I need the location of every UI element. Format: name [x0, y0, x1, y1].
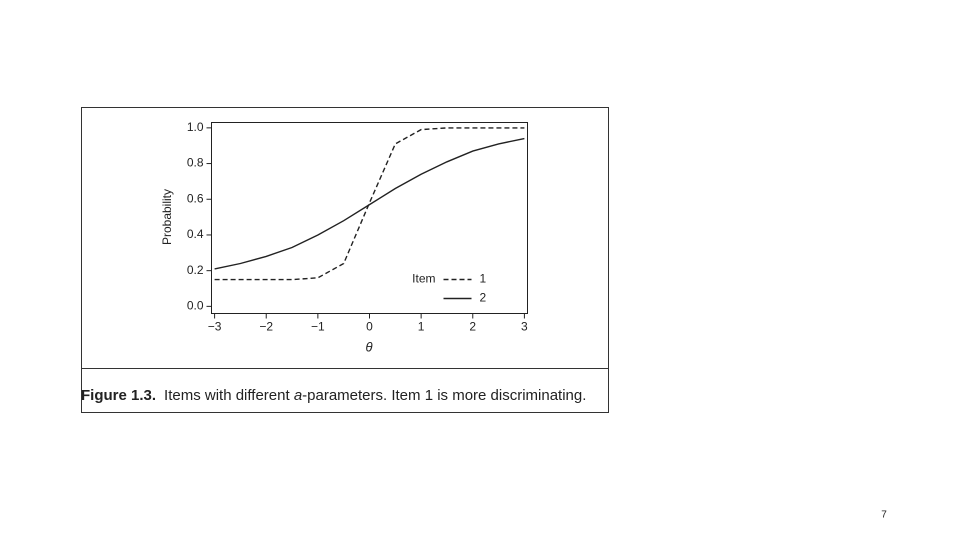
x-tick-label: 2 [469, 320, 476, 334]
caption-text: Items with different [164, 387, 294, 404]
caption-text: -parameters. Item 1 is more discriminati… [302, 387, 586, 404]
y-tick-label: 0.0 [187, 299, 204, 313]
x-tick-label: −1 [311, 320, 325, 334]
legend-label: 1 [480, 272, 487, 286]
legend-label: 2 [480, 291, 487, 305]
x-tick-label: −3 [208, 320, 222, 334]
x-tick-label: 1 [418, 320, 425, 334]
y-tick-label: 1.0 [187, 120, 204, 134]
series-line [214, 137, 525, 270]
legend-title: Item [412, 272, 435, 286]
x-tick-label: 0 [366, 320, 373, 334]
y-tick-label: 0.2 [187, 263, 204, 277]
caption-italic: a [294, 387, 302, 404]
figure-caption: Figure 1.3. Items with different a-parame… [81, 387, 586, 404]
y-tick-label: 0.4 [187, 227, 204, 241]
series-line [214, 127, 525, 281]
figure-label: Figure 1.3. [81, 387, 156, 404]
x-tick-label: −2 [259, 320, 273, 334]
y-axis-title: Probability [160, 189, 174, 245]
y-tick-label: 0.6 [187, 191, 204, 205]
x-tick-label: 3 [521, 320, 528, 334]
x-axis-title: θ [365, 339, 372, 354]
page-number: 7 [881, 510, 887, 521]
y-tick-label: 0.8 [187, 156, 204, 170]
